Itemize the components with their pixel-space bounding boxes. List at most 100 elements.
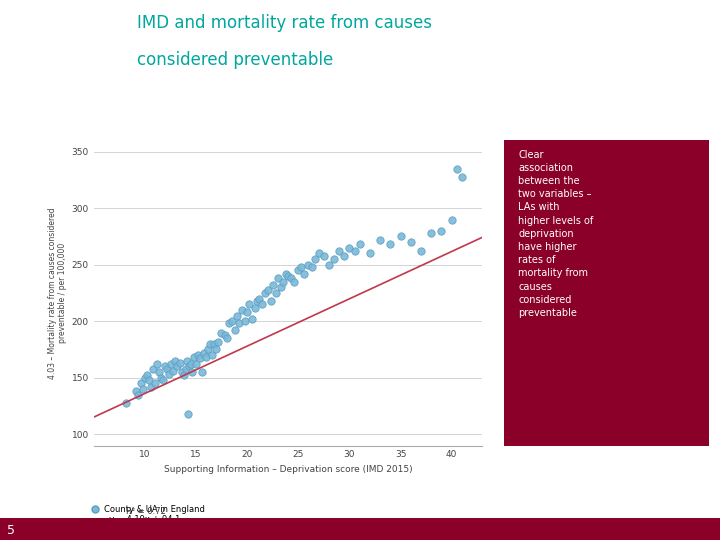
Point: [149, 379, 161, 388]
Point: [132, 390, 143, 399]
Point: [163, 370, 175, 379]
Point: [364, 249, 376, 258]
Point: [186, 368, 197, 376]
Point: [415, 247, 427, 255]
Text: IMD and mortality rate from causes: IMD and mortality rate from causes: [137, 14, 432, 31]
Point: [188, 353, 199, 362]
Point: [223, 319, 235, 328]
Point: [180, 364, 192, 373]
Point: [277, 278, 289, 286]
Point: [137, 384, 148, 393]
Point: [354, 240, 365, 249]
Point: [267, 281, 279, 289]
Point: [275, 283, 287, 292]
Point: [405, 238, 417, 246]
Point: [233, 319, 245, 328]
Point: [159, 362, 171, 371]
Point: [200, 353, 212, 362]
Point: [209, 340, 220, 348]
Point: [456, 172, 468, 181]
Point: [135, 379, 146, 388]
Point: [374, 235, 386, 244]
Point: [251, 296, 263, 305]
Point: [239, 317, 251, 326]
Point: [141, 371, 153, 380]
Point: [221, 334, 233, 342]
Point: [256, 300, 268, 308]
Y-axis label: 4.03 – Mortality rate from causes considered
preventable / per 100,000: 4.03 – Mortality rate from causes consid…: [48, 207, 68, 379]
Point: [295, 262, 307, 271]
Point: [313, 249, 325, 258]
Point: [318, 251, 330, 260]
Point: [446, 215, 457, 224]
Point: [202, 345, 214, 354]
Point: [280, 269, 292, 278]
Point: [306, 262, 318, 271]
Point: [236, 306, 248, 314]
Point: [253, 294, 265, 303]
Point: [250, 303, 261, 312]
X-axis label: Supporting Information – Deprivation score (IMD 2015): Supporting Information – Deprivation sco…: [163, 465, 413, 474]
Point: [226, 317, 238, 326]
Point: [333, 247, 345, 255]
Point: [190, 360, 202, 368]
Point: [260, 288, 271, 297]
Point: [302, 260, 314, 269]
Point: [156, 373, 167, 382]
Point: [246, 315, 258, 323]
Point: [219, 330, 230, 339]
Point: [172, 362, 184, 371]
Point: [139, 373, 150, 382]
Point: [204, 340, 216, 348]
Point: [161, 364, 173, 373]
Point: [158, 376, 169, 384]
Point: [323, 260, 335, 269]
Point: [299, 269, 310, 278]
Point: [168, 367, 179, 375]
Point: [343, 244, 355, 252]
Point: [212, 337, 224, 346]
Point: [170, 356, 181, 365]
Point: [176, 368, 187, 376]
Point: [348, 247, 360, 255]
Point: [328, 255, 340, 264]
Legend: County & UA in England,   y = 4.19x + 94.1: County & UA in England, y = 4.19x + 94.1: [90, 504, 205, 524]
Point: [436, 226, 447, 235]
Point: [338, 251, 350, 260]
Point: [120, 398, 132, 407]
Point: [130, 387, 141, 396]
Point: [292, 266, 304, 275]
Text: considered preventable: considered preventable: [137, 51, 333, 69]
Point: [265, 296, 276, 305]
Point: [426, 229, 437, 238]
Point: [229, 326, 240, 335]
Point: [231, 311, 243, 320]
Point: [174, 359, 185, 367]
Point: [147, 364, 158, 373]
Point: [241, 308, 253, 316]
Point: [166, 360, 177, 368]
Point: [216, 328, 228, 337]
Point: [384, 240, 396, 249]
Point: [451, 164, 462, 173]
Point: [183, 362, 194, 371]
Point: [182, 409, 194, 418]
Point: [395, 232, 406, 241]
Point: [197, 368, 208, 376]
Text: R² = 0.72: R² = 0.72: [126, 507, 166, 516]
Point: [243, 300, 255, 308]
Point: [289, 278, 300, 286]
Point: [272, 274, 284, 282]
Point: [282, 272, 294, 280]
Point: [151, 360, 163, 368]
Text: Clear
association
between the
two variables –
LAs with
higher levels of
deprivat: Clear association between the two variab…: [518, 150, 593, 318]
Point: [153, 368, 165, 376]
Point: [198, 348, 210, 357]
Point: [145, 382, 157, 391]
Point: [262, 285, 274, 294]
Point: [143, 376, 155, 384]
Point: [211, 345, 222, 354]
Point: [181, 356, 192, 365]
Point: [185, 360, 197, 368]
Point: [309, 255, 320, 264]
